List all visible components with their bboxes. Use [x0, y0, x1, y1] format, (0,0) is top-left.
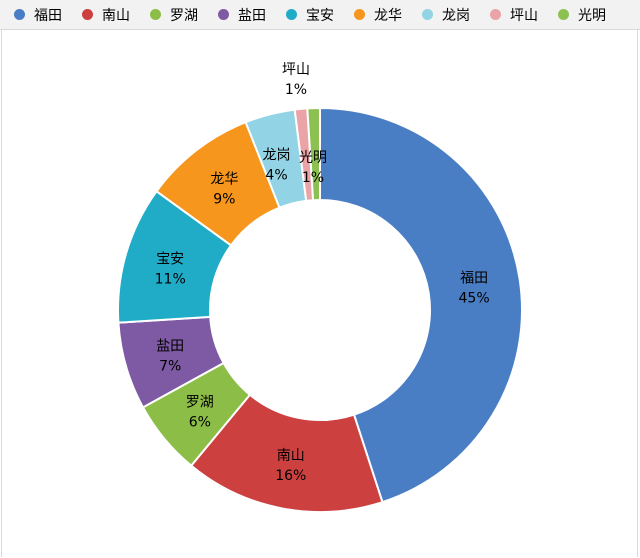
slice-value-label: 6% [189, 414, 211, 430]
legend-swatch [150, 9, 161, 20]
legend-swatch [286, 9, 297, 20]
donut-slice [319, 106, 523, 504]
slice-category-label: 罗湖 [186, 394, 214, 410]
slice-value-label: 11% [155, 271, 186, 287]
legend-item: 光明 [558, 5, 606, 25]
legend-label: 坪山 [510, 7, 538, 24]
legend-label: 光明 [578, 7, 606, 24]
donut-slice [189, 393, 384, 513]
legend-swatch [490, 9, 501, 20]
legend-item: 南山 [82, 5, 130, 25]
slice-category-label: 福田 [460, 271, 488, 287]
legend-item: 福田 [14, 5, 62, 25]
slice-category-label: 光明 [299, 150, 327, 166]
legend-label: 罗湖 [170, 7, 198, 24]
slice-value-label: 16% [275, 468, 306, 484]
legend-label: 福田 [34, 7, 62, 24]
donut-slice [306, 106, 321, 202]
slice-category-label: 盐田 [156, 339, 184, 355]
legend-swatch [82, 9, 93, 20]
slice-value-label: 7% [159, 359, 181, 375]
legend-label: 盐田 [238, 7, 266, 24]
legend-swatch [354, 9, 365, 20]
legend-swatch [422, 9, 433, 20]
legend-swatch [558, 9, 569, 20]
legend-swatch [218, 9, 229, 20]
slice-category-label: 宝安 [156, 251, 184, 267]
legend-item: 罗湖 [150, 5, 198, 25]
legend-label: 龙华 [374, 7, 402, 24]
slice-category-label: 龙岗 [263, 147, 291, 163]
slice-value-label: 9% [213, 192, 235, 208]
legend-label: 南山 [102, 7, 130, 24]
legend-item: 坪山 [490, 5, 538, 25]
slice-value-label: 1% [285, 82, 307, 98]
slice-value-label: 45% [459, 291, 490, 307]
legend-label: 龙岗 [442, 7, 470, 24]
slice-category-label: 龙华 [210, 172, 238, 188]
legend-swatch [14, 9, 25, 20]
legend-item: 宝安 [286, 5, 334, 25]
legend-item: 龙岗 [422, 5, 470, 25]
legend-label: 宝安 [306, 7, 334, 24]
legend-item: 龙华 [354, 5, 402, 25]
slice-value-label: 1% [302, 170, 324, 186]
legend-item: 盐田 [218, 5, 266, 25]
slice-category-label: 坪山 [282, 62, 310, 78]
slice-value-label: 4% [265, 167, 287, 183]
chart-legend: 福田 南山 罗湖 盐田 宝安 龙华 龙岗 坪山 光明 [0, 0, 640, 30]
slice-category-label: 南山 [277, 448, 305, 464]
